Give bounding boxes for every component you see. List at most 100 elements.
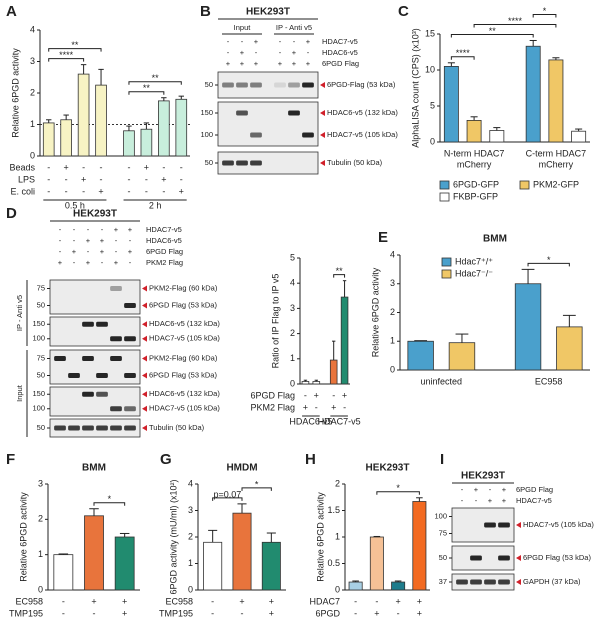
bar xyxy=(158,100,170,157)
blot-strip xyxy=(49,316,141,347)
y-tick-label: 0 xyxy=(290,378,295,388)
condition-sign: - xyxy=(211,608,214,618)
side-label: IP - Anti v5 xyxy=(15,295,24,331)
condition-sign: - xyxy=(162,162,165,172)
y-tick-label: 3 xyxy=(30,56,35,66)
blot-band xyxy=(124,303,136,308)
blot-band xyxy=(250,132,262,138)
condition-sign: - xyxy=(73,236,76,245)
condition-sign: + xyxy=(254,37,259,46)
marker-label: 100 xyxy=(200,130,213,139)
y-tick-label: 3 xyxy=(290,303,295,313)
label-arrow xyxy=(142,372,147,379)
marker-label: 50 xyxy=(37,300,45,309)
blot-band xyxy=(302,132,314,138)
condition-sign: - xyxy=(304,390,307,400)
blot-band xyxy=(302,82,314,88)
blot-title: HEK293T xyxy=(461,471,505,482)
condition-sign: - xyxy=(127,186,130,196)
blot-band xyxy=(54,425,66,431)
condition-sign: + xyxy=(488,496,493,505)
condition-sign: - xyxy=(127,162,130,172)
condition-sign: + xyxy=(100,247,105,256)
panel-letter: G xyxy=(160,451,172,468)
blot-band xyxy=(236,110,248,116)
condition-sign: - xyxy=(489,485,492,494)
condition-sign: + xyxy=(114,225,119,234)
condition-sign: - xyxy=(375,596,378,606)
y-tick-label: 4 xyxy=(30,24,35,34)
blot-band xyxy=(274,82,286,88)
condition-sign: + xyxy=(179,186,184,196)
y-tick-label: 2 xyxy=(290,328,295,338)
marker-label: 75 xyxy=(37,353,45,362)
condition-sign: + xyxy=(269,608,274,618)
blot-header: Input xyxy=(234,23,252,32)
condition-sign: - xyxy=(293,37,296,46)
significance-bracket xyxy=(128,91,165,95)
bar xyxy=(571,130,587,143)
condition-sign: - xyxy=(100,162,103,172)
group-label: 0.5 h xyxy=(65,200,85,210)
condition-sign: + xyxy=(86,236,91,245)
condition-sign: - xyxy=(227,37,230,46)
condition-sign: - xyxy=(354,596,357,606)
y-tick-label: 4 xyxy=(188,478,193,488)
condition-sign: - xyxy=(129,258,132,267)
condition-name: Beads xyxy=(9,162,35,172)
condition-name: E. coli xyxy=(10,186,35,196)
bar xyxy=(140,128,153,157)
side-label: Input xyxy=(15,384,24,402)
blot-strip xyxy=(217,101,319,147)
band-label: GAPDH (37 kDa) xyxy=(523,577,581,586)
group-label: mCherry xyxy=(457,159,492,169)
legend-swatch xyxy=(441,269,452,279)
condition-name: TMP195 xyxy=(9,608,43,618)
condition-name: TMP195 xyxy=(159,608,193,618)
panel-letter: E xyxy=(378,229,388,246)
bar xyxy=(340,296,349,385)
label-arrow xyxy=(142,425,147,431)
label-arrow xyxy=(142,335,147,342)
chart-title: HEK293T xyxy=(366,463,410,474)
bar xyxy=(60,119,72,157)
condition-sign: + xyxy=(128,247,133,256)
blot-band xyxy=(96,373,108,378)
condition-sign: + xyxy=(86,258,91,267)
blot-band xyxy=(54,356,66,361)
condition-sign: - xyxy=(145,186,148,196)
condition-name: PKM2 Flag xyxy=(250,402,295,412)
significance-bracket xyxy=(450,33,534,38)
y-tick-label: 0 xyxy=(188,584,193,594)
y-tick-label: 3 xyxy=(390,278,395,288)
condition-name: 6PGD Flag xyxy=(146,247,183,256)
y-tick-label: 5 xyxy=(430,100,435,110)
condition-sign: + xyxy=(122,596,127,606)
condition-sign: - xyxy=(47,162,50,172)
marker-label: 75 xyxy=(37,283,45,292)
significance-label: * xyxy=(547,255,551,265)
blot-band xyxy=(110,406,122,412)
band-label: PKM2-Flag (60 kDa) xyxy=(149,353,218,362)
condition-sign: - xyxy=(100,174,103,184)
blot-strip xyxy=(49,386,141,417)
condition-name: HDAC7 xyxy=(309,596,340,606)
y-tick-label: 2 xyxy=(38,514,43,524)
significance-bracket xyxy=(333,274,346,278)
condition-sign: - xyxy=(461,496,464,505)
y-tick-label: 1 xyxy=(390,336,395,346)
significance-label: * xyxy=(255,479,259,489)
condition-sign: + xyxy=(240,48,245,57)
condition-sign: - xyxy=(115,247,118,256)
bar xyxy=(556,326,583,371)
legend-label: 6PGD-GFP xyxy=(453,179,499,189)
significance-label: ** xyxy=(489,26,497,36)
bar xyxy=(548,59,564,143)
condition-sign: - xyxy=(59,225,62,234)
blot-band xyxy=(110,336,122,342)
blot-band xyxy=(222,160,234,166)
label-arrow xyxy=(142,285,147,292)
condition-sign: - xyxy=(93,608,96,618)
y-axis-label: AlphaLISA count (CPS) (x10³) xyxy=(410,28,420,148)
